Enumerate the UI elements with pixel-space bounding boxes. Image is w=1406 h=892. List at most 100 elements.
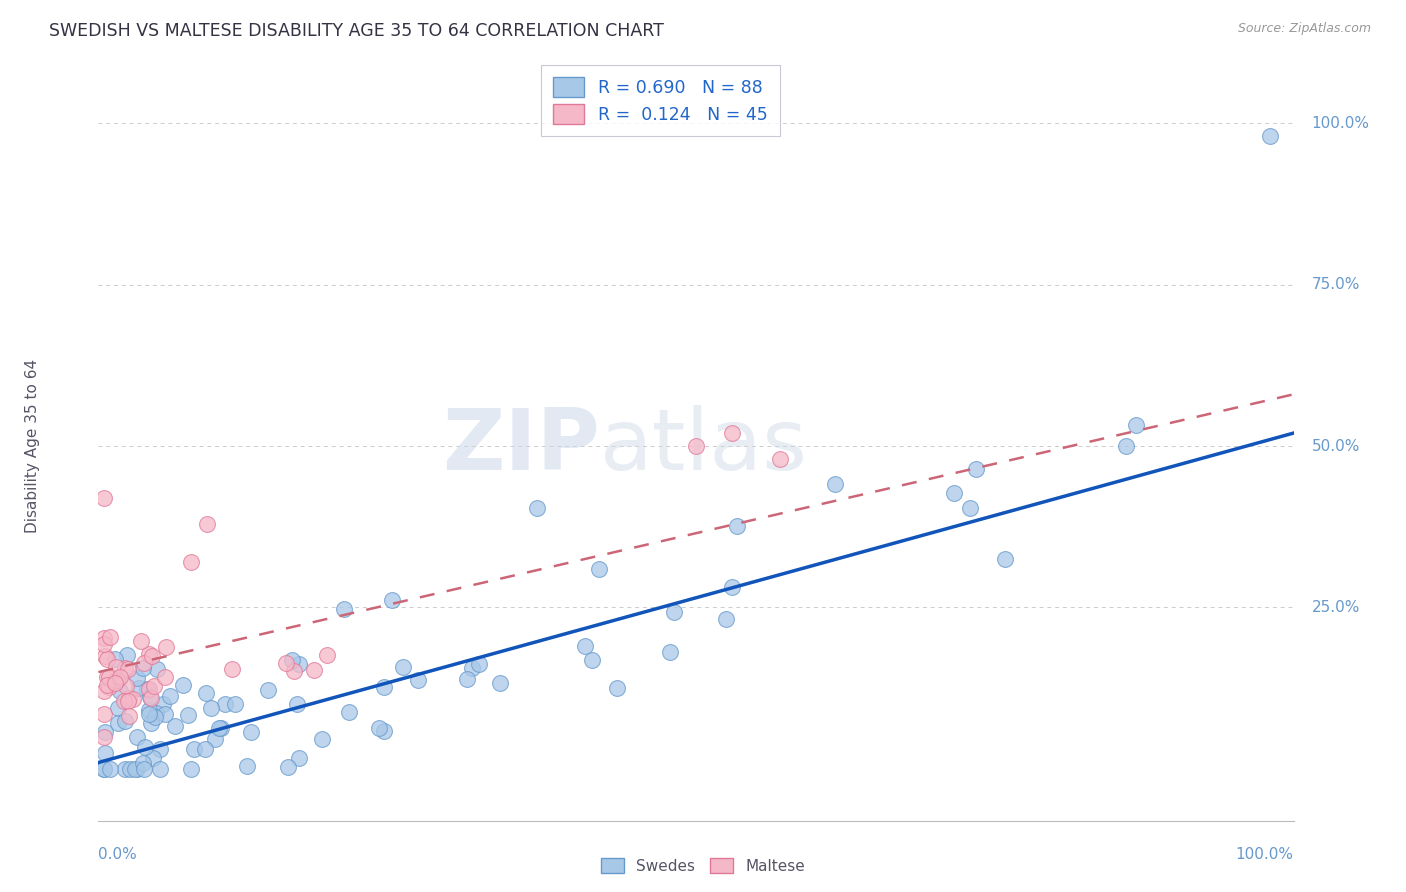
Point bbox=[1258, 128, 1281, 143]
Point bbox=[117, 662, 139, 676]
Point bbox=[720, 581, 742, 595]
Point bbox=[280, 653, 302, 667]
Point bbox=[93, 746, 115, 760]
Text: ZIP: ZIP bbox=[443, 404, 600, 488]
Point bbox=[159, 689, 181, 703]
Point bbox=[132, 661, 155, 675]
Point bbox=[214, 697, 236, 711]
Point bbox=[141, 649, 163, 664]
Point bbox=[153, 670, 176, 684]
Point bbox=[588, 562, 610, 576]
Point bbox=[373, 723, 395, 738]
Point bbox=[139, 691, 162, 706]
Point bbox=[97, 670, 120, 684]
Point bbox=[943, 486, 966, 500]
Text: Disability Age 35 to 64: Disability Age 35 to 64 bbox=[25, 359, 41, 533]
Point bbox=[256, 683, 278, 698]
Point bbox=[118, 762, 141, 776]
Point bbox=[138, 703, 160, 717]
Point bbox=[96, 652, 118, 666]
Point bbox=[391, 660, 413, 674]
Point bbox=[127, 731, 149, 745]
Point bbox=[153, 707, 176, 722]
Point bbox=[274, 657, 297, 671]
Point bbox=[768, 451, 790, 466]
Point bbox=[93, 706, 115, 721]
Point bbox=[194, 741, 217, 756]
Point bbox=[104, 652, 127, 666]
Point bbox=[288, 657, 311, 671]
Point bbox=[96, 670, 118, 684]
Point bbox=[1125, 417, 1147, 432]
Point bbox=[180, 555, 202, 569]
Point bbox=[468, 657, 491, 671]
Point bbox=[337, 705, 360, 719]
Text: 50.0%: 50.0% bbox=[1312, 439, 1360, 453]
Point bbox=[456, 672, 478, 686]
Point bbox=[208, 721, 231, 735]
Point bbox=[96, 678, 118, 692]
Point bbox=[194, 686, 217, 700]
Text: 25.0%: 25.0% bbox=[1312, 600, 1360, 615]
Point bbox=[108, 671, 131, 685]
Text: 0.0%: 0.0% bbox=[98, 847, 138, 862]
Point bbox=[105, 673, 128, 688]
Point bbox=[134, 739, 156, 754]
Point bbox=[94, 724, 117, 739]
Point bbox=[138, 682, 160, 697]
Point bbox=[134, 762, 156, 776]
Point bbox=[104, 676, 127, 690]
Point bbox=[114, 661, 136, 675]
Point bbox=[959, 501, 981, 516]
Point bbox=[112, 694, 135, 708]
Point bbox=[138, 648, 160, 662]
Point bbox=[117, 694, 139, 708]
Point bbox=[143, 679, 166, 693]
Point bbox=[107, 701, 129, 715]
Point bbox=[406, 673, 429, 688]
Point bbox=[659, 645, 682, 659]
Point bbox=[239, 725, 262, 739]
Point bbox=[132, 756, 155, 771]
Point bbox=[311, 732, 333, 747]
Point bbox=[288, 751, 311, 765]
Point bbox=[152, 697, 174, 711]
Point bbox=[489, 676, 512, 690]
Point bbox=[114, 679, 136, 693]
Text: 100.0%: 100.0% bbox=[1312, 116, 1369, 130]
Point bbox=[725, 518, 748, 533]
Point bbox=[114, 714, 136, 728]
Point bbox=[177, 708, 200, 723]
Point bbox=[574, 639, 596, 653]
Point bbox=[134, 656, 156, 670]
Point bbox=[145, 706, 167, 721]
Point bbox=[143, 710, 166, 724]
Point bbox=[195, 516, 218, 531]
Point bbox=[93, 684, 115, 698]
Point bbox=[105, 660, 128, 674]
Point bbox=[994, 552, 1017, 566]
Text: Source: ZipAtlas.com: Source: ZipAtlas.com bbox=[1237, 22, 1371, 36]
Point bbox=[125, 762, 148, 776]
Point bbox=[149, 762, 172, 776]
Point bbox=[581, 652, 603, 666]
Legend: Swedes, Maltese: Swedes, Maltese bbox=[595, 852, 811, 880]
Point bbox=[180, 762, 202, 776]
Point bbox=[209, 722, 232, 736]
Point bbox=[127, 671, 149, 685]
Point bbox=[685, 439, 707, 453]
Text: 75.0%: 75.0% bbox=[1312, 277, 1360, 292]
Point bbox=[1115, 439, 1137, 453]
Point bbox=[145, 662, 167, 676]
Point bbox=[721, 426, 744, 441]
Point bbox=[118, 709, 141, 723]
Point bbox=[221, 662, 243, 676]
Point bbox=[129, 634, 152, 648]
Point bbox=[93, 730, 115, 744]
Point bbox=[98, 630, 121, 644]
Point bbox=[714, 613, 737, 627]
Point bbox=[606, 681, 628, 695]
Text: 100.0%: 100.0% bbox=[1236, 847, 1294, 862]
Point bbox=[302, 663, 325, 677]
Point bbox=[142, 751, 165, 765]
